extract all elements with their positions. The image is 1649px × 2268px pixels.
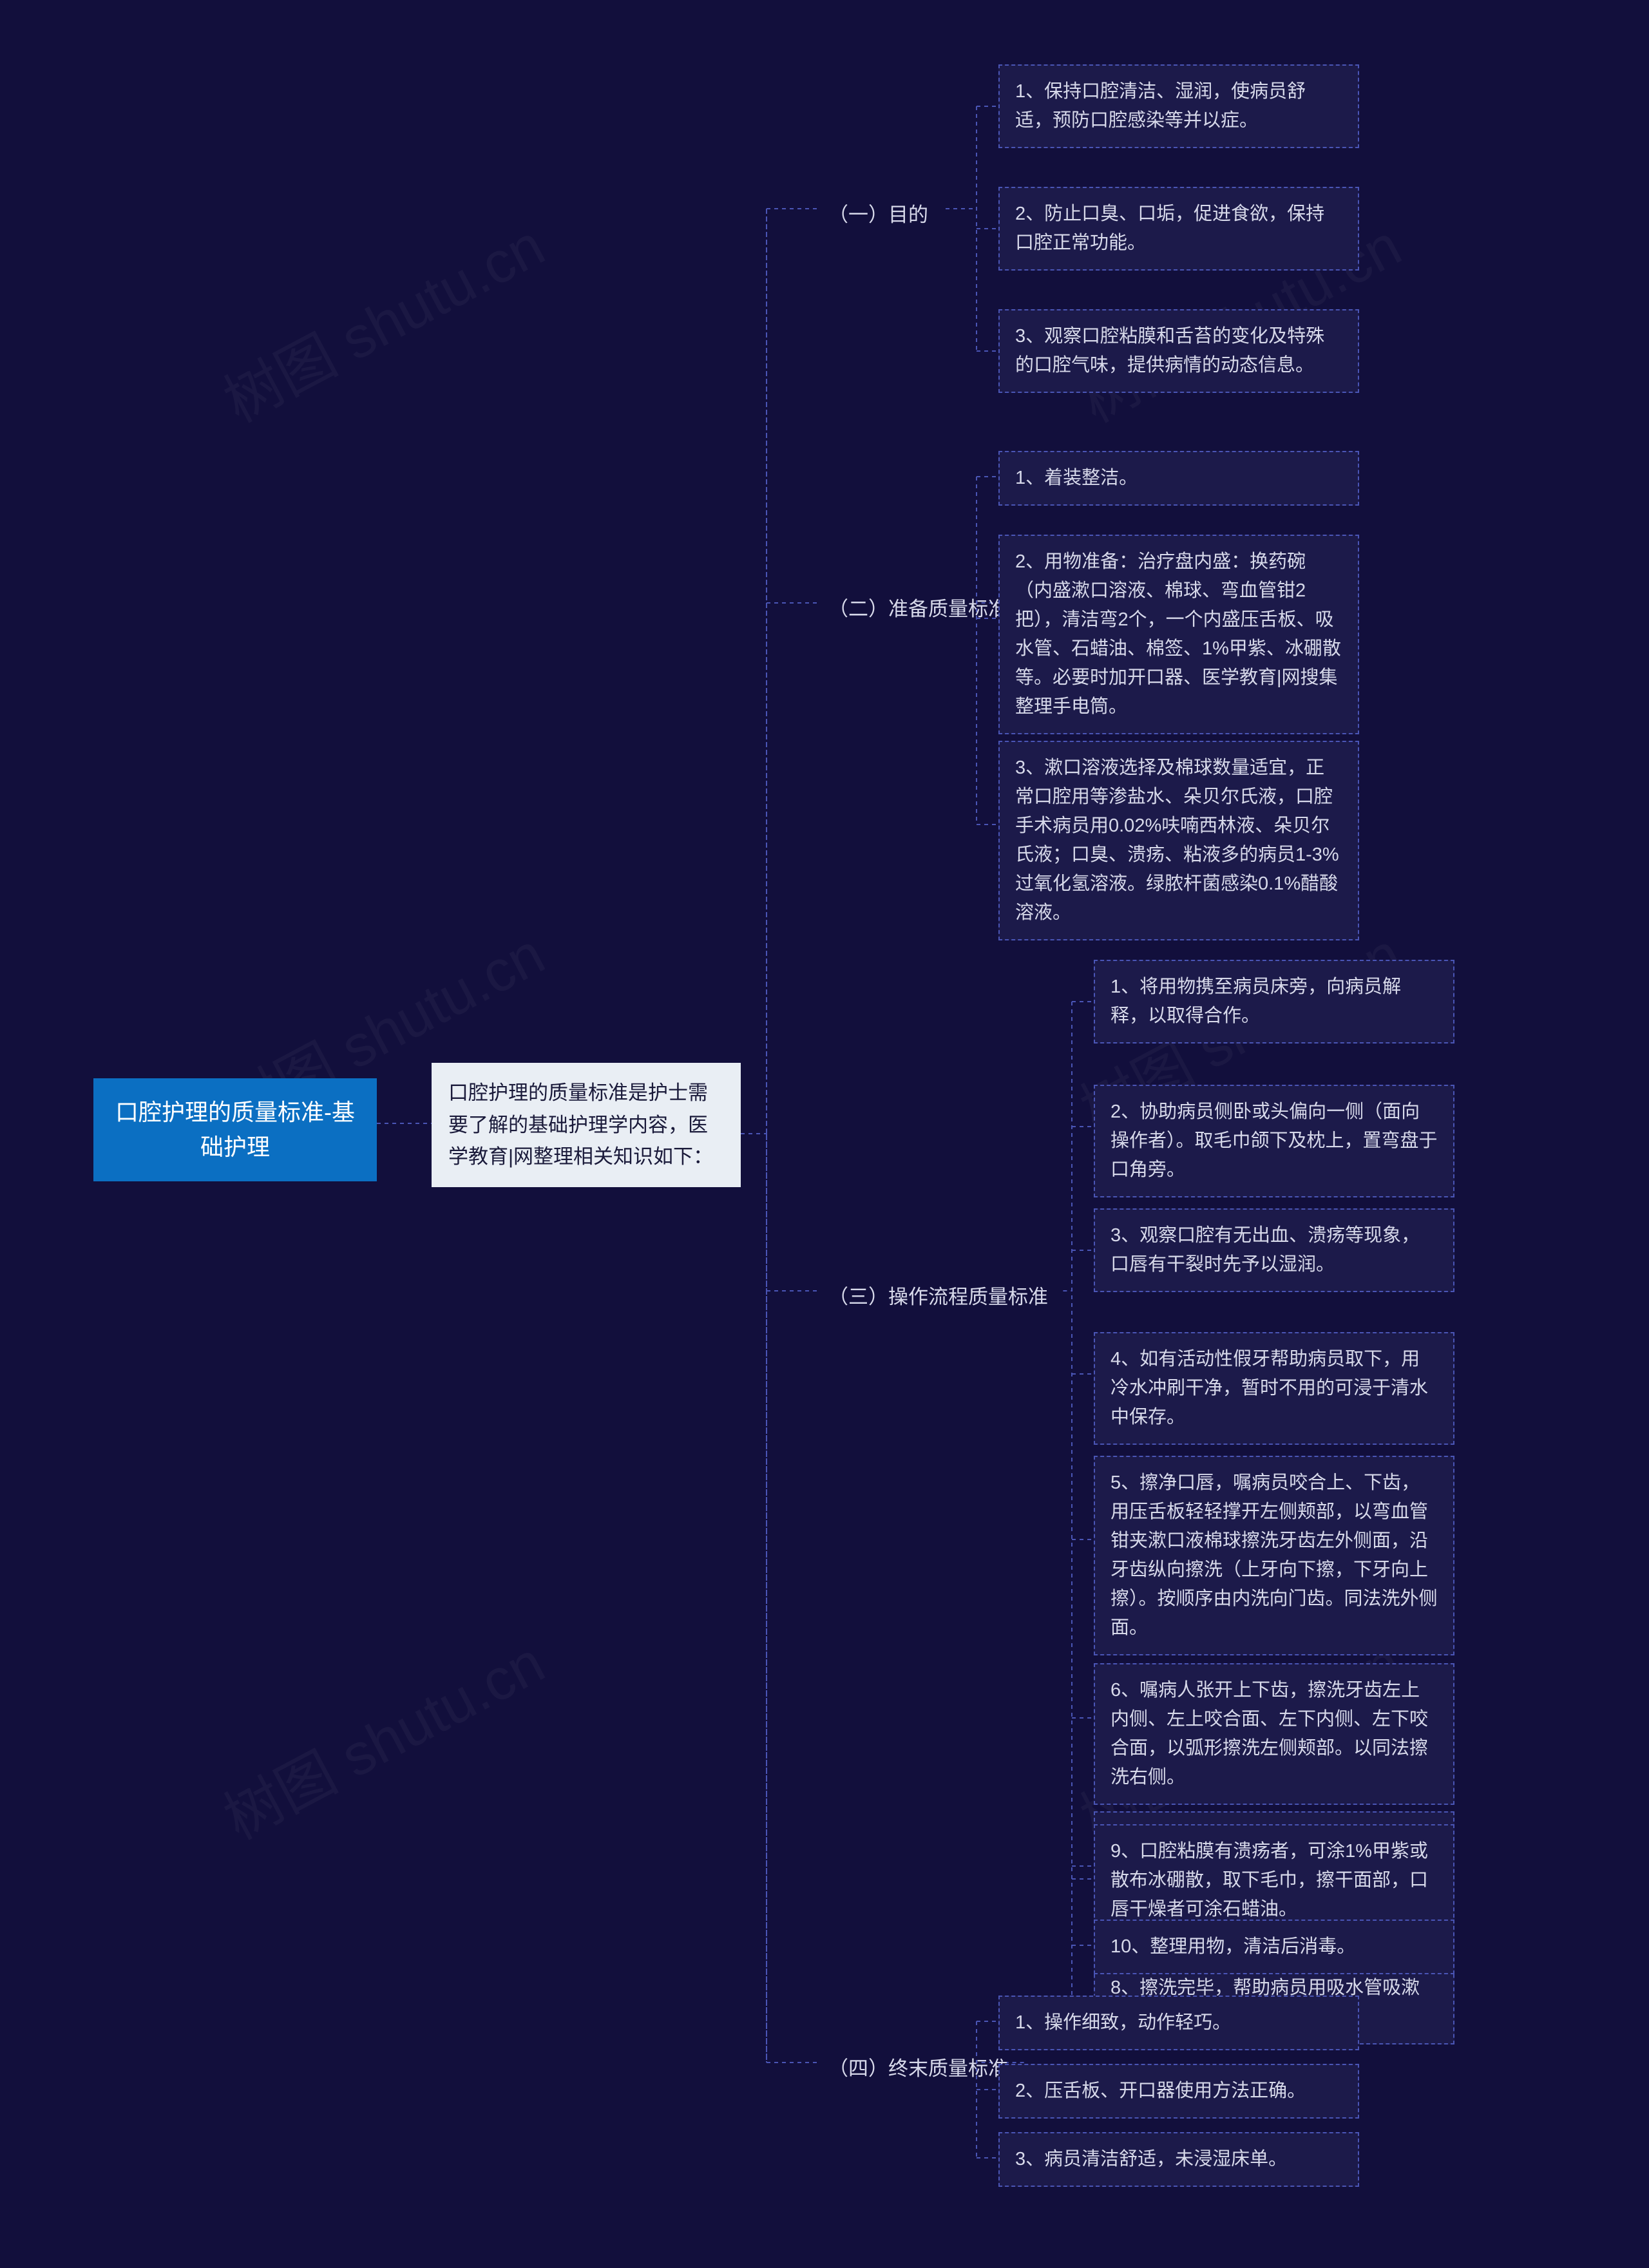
leaf-node: 2、防止口臭、口垢，促进食欲，保持口腔正常功能。 [998, 187, 1359, 271]
description-node: 口腔护理的质量标准是护士需要了解的基础护理学内容，医学教育|网整理相关知识如下： [432, 1063, 741, 1187]
leaf-node: 3、观察口腔有无出血、溃疡等现象，口唇有干裂时先予以湿润。 [1094, 1208, 1454, 1292]
leaf-node: 3、漱口溶液选择及棉球数量适宜，正常口腔用等渗盐水、朵贝尔氏液，口腔手术病员用0… [998, 741, 1359, 940]
leaf-node: 1、着装整洁。 [998, 451, 1359, 506]
leaf-node: 2、用物准备：治疗盘内盛：换药碗（内盛漱口溶液、棉球、弯血管钳2把），清洁弯2个… [998, 535, 1359, 734]
leaf-node: 2、协助病员侧卧或头偏向一侧（面向操作者）。取毛巾颌下及枕上，置弯盘于口角旁。 [1094, 1085, 1454, 1197]
leaf-node: 1、保持口腔清洁、湿润，使病员舒适，预防口腔感染等并以症。 [998, 64, 1359, 148]
leaf-node: 5、擦净口唇，嘱病员咬合上、下齿，用压舌板轻轻撑开左侧颊部，以弯血管钳夹漱口液棉… [1094, 1456, 1454, 1655]
leaf-node: 1、操作细致，动作轻巧。 [998, 1996, 1359, 2050]
root-node: 口腔护理的质量标准-基础护理 [93, 1078, 377, 1181]
leaf-node: 2、压舌板、开口器使用方法正确。 [998, 2064, 1359, 2119]
leaf-node: 10、整理用物，清洁后消毒。 [1094, 1920, 1454, 1974]
leaf-node: 3、病员清洁舒适，未浸湿床单。 [998, 2132, 1359, 2187]
leaf-node: 1、将用物携至病员床旁，向病员解释，以取得合作。 [1094, 960, 1454, 1043]
branch-node: （四）终末质量标准 [817, 2044, 1020, 2093]
leaf-node: 3、观察口腔粘膜和舌苔的变化及特殊的口腔气味，提供病情的动态信息。 [998, 309, 1359, 393]
leaf-node: 6、嘱病人张开上下齿，擦洗牙齿左上内侧、左上咬合面、左下内侧、左下咬合面，以弧形… [1094, 1663, 1454, 1805]
leaf-node: 4、如有活动性假牙帮助病员取下，用冷水冲刷干净，暂时不用的可浸于清水中保存。 [1094, 1332, 1454, 1445]
branch-node: （三）操作流程质量标准 [817, 1273, 1060, 1322]
branch-node: （二）准备质量标准 [817, 585, 1020, 634]
branch-node: （一）目的 [817, 191, 940, 240]
